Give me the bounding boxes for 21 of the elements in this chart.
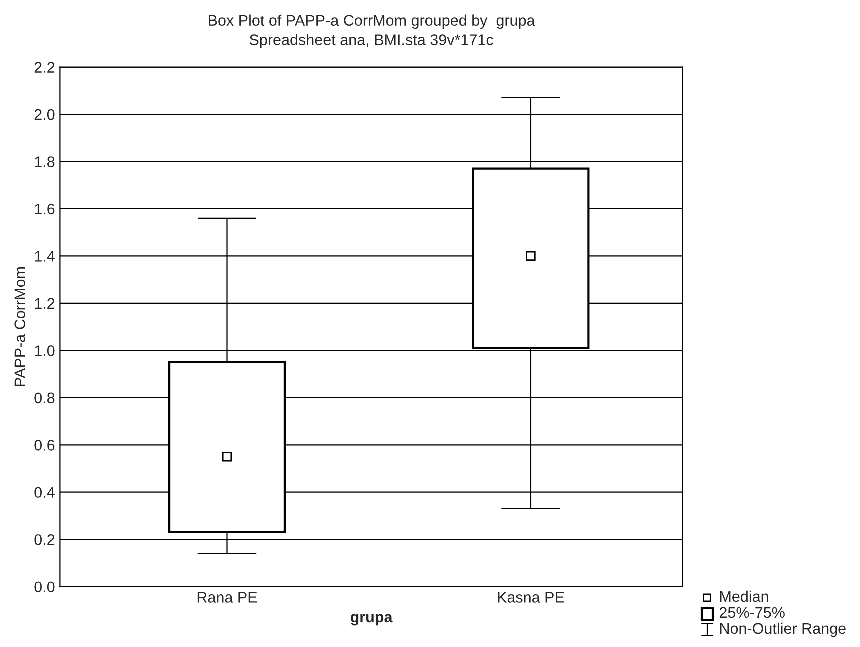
y-tick-label: 1.8 bbox=[35, 156, 55, 168]
chart-title: Box Plot of PAPP-a CorrMom grouped by grupa bbox=[209, 14, 536, 30]
y-tick-label: 1.2 bbox=[35, 298, 55, 309]
y-tick-label: 1.4 bbox=[35, 251, 55, 262]
y-tick-label: 1.6 bbox=[35, 204, 55, 215]
y-tick-label: 2.0 bbox=[34, 109, 55, 120]
text: 25%-75% bbox=[720, 607, 785, 618]
y-tick-label: 0.8 bbox=[34, 392, 55, 404]
y-tick-label: 0.6 bbox=[34, 440, 55, 451]
y-tick-label: 2.2 bbox=[34, 62, 55, 73]
chart-subtitle: Spreadsheet ana, BMI.sta 39v*171c bbox=[250, 34, 494, 48]
y-tick-label: 0.4 bbox=[34, 487, 55, 498]
x-tick-label: Rana PE bbox=[198, 592, 258, 603]
text: Non-Outlier Range bbox=[720, 622, 846, 638]
y-tick-label: 0.2 bbox=[34, 534, 55, 546]
x-axis-title: grupa bbox=[350, 614, 393, 626]
y-axis-title: PAPP-a CorrMom bbox=[14, 268, 26, 386]
y-tick-label: 0.0 bbox=[34, 582, 55, 593]
text: Median bbox=[720, 590, 768, 602]
x-tick-label: Kasna PE bbox=[498, 592, 564, 603]
y-tick-label: 1.0 bbox=[35, 346, 55, 356]
